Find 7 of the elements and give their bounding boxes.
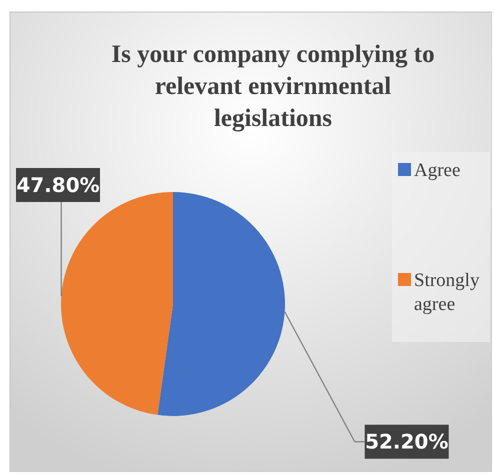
data-label: 47.80% — [16, 173, 100, 197]
legend-label: Agree — [414, 160, 460, 181]
legend-label: Strongly agree — [414, 270, 480, 315]
chart-title: Is your company complying to relevant envirnmental legislations — [111, 41, 435, 132]
pie-slice — [61, 192, 173, 415]
pie-slice — [158, 192, 285, 416]
data-label: 52.20% — [365, 430, 448, 454]
